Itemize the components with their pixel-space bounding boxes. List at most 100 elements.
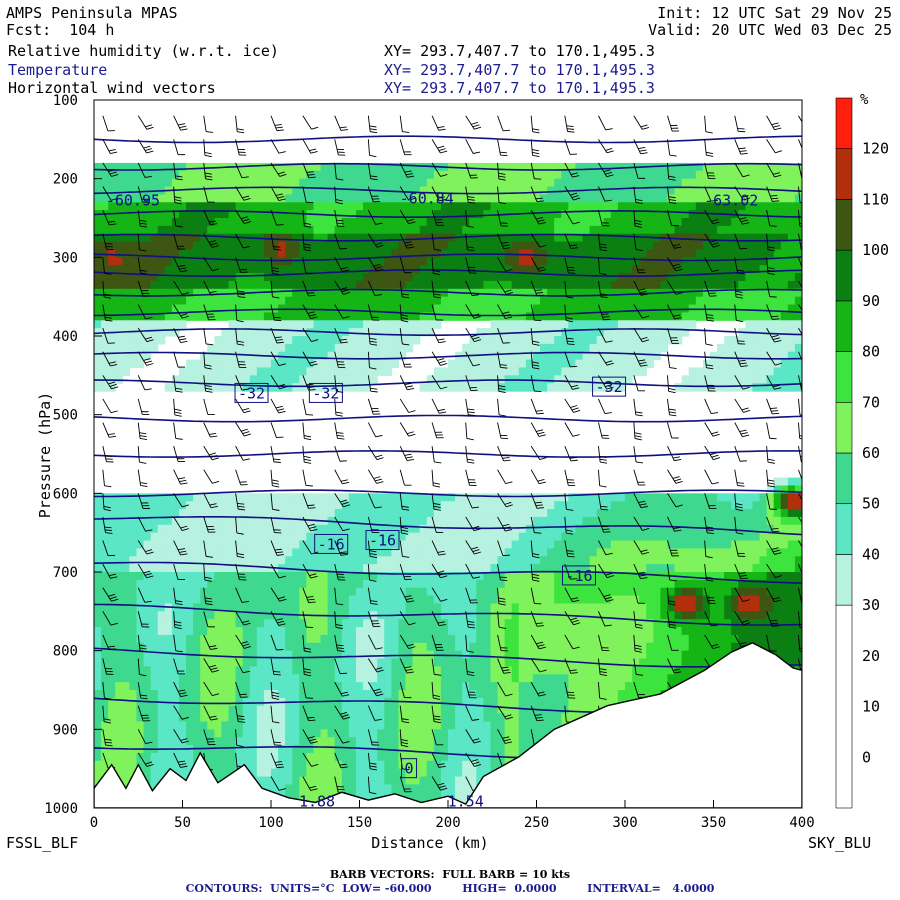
rh-cell: [299, 776, 307, 785]
rh-cell: [497, 178, 506, 188]
rh-cell: [532, 540, 541, 549]
rh-cell: [178, 524, 187, 534]
rh-cell: [561, 162, 569, 172]
rh-cell: [469, 509, 477, 518]
rh-cell: [440, 642, 449, 652]
rh-cell: [603, 579, 612, 589]
rh-cell: [108, 682, 116, 691]
rh-cell: [433, 705, 442, 715]
rh-cell: [568, 304, 577, 313]
rh-cell: [575, 556, 584, 565]
rh-cell: [596, 367, 605, 376]
rh-cell: [327, 359, 336, 369]
rh-cell: [504, 524, 513, 534]
rh-cell: [532, 587, 541, 597]
rh-cell: [433, 540, 442, 549]
rh-cell: [384, 674, 392, 683]
rh-cell: [101, 627, 109, 636]
rh-cell: [334, 705, 343, 715]
rh-cell: [448, 564, 456, 573]
rh-cell: [582, 336, 591, 345]
rh-cell: [256, 202, 265, 211]
rh-cell: [143, 690, 152, 699]
rh-cell: [178, 579, 187, 589]
rh-cell: [193, 359, 201, 369]
rh-cell: [200, 548, 208, 557]
rh-cell: [122, 249, 130, 258]
rh-cell: [433, 713, 442, 723]
rh-cell: [228, 328, 237, 337]
rh-cell: [164, 650, 173, 660]
rh-cell: [532, 721, 541, 730]
rh-cell: [200, 516, 208, 526]
rh-cell: [278, 320, 286, 329]
rh-cell: [193, 729, 201, 738]
rh-cell: [490, 627, 499, 636]
rh-cell: [164, 516, 173, 526]
rh-cell: [547, 194, 555, 203]
rh-cell: [348, 721, 357, 730]
rh-cell: [355, 540, 364, 549]
rh-cell: [214, 564, 223, 573]
rh-cell: [256, 579, 265, 589]
rh-cell: [490, 194, 499, 203]
rh-cell: [405, 257, 414, 266]
rh-cell: [511, 194, 520, 203]
rh-cell: [582, 697, 591, 707]
rh-cell: [540, 383, 548, 392]
rh-cell: [384, 194, 392, 203]
rh-cell: [596, 280, 605, 290]
rh-cell: [384, 603, 392, 612]
rh-cell: [207, 619, 215, 628]
rh-cell: [483, 548, 492, 557]
rh-cell: [228, 642, 237, 652]
rh-cell: [547, 383, 555, 392]
rh-cell: [299, 768, 307, 778]
rh-cell: [419, 548, 428, 557]
rh-cell: [320, 603, 329, 612]
rh-cell: [348, 619, 357, 628]
rh-cell: [320, 336, 329, 345]
rh-cell: [263, 690, 272, 699]
rh-cell: [150, 658, 159, 667]
rh-cell: [419, 170, 428, 180]
rh-cell: [292, 273, 300, 282]
rh-cell: [455, 241, 463, 251]
rh-cell: [448, 367, 456, 376]
rh-cell: [129, 288, 138, 298]
rh-cell: [207, 650, 215, 660]
rh-cell: [94, 218, 102, 227]
rh-cell: [285, 328, 293, 337]
rh-cell: [278, 729, 286, 738]
rh-cell: [469, 784, 477, 793]
rh-cell: [412, 257, 421, 266]
rh-cell: [455, 729, 463, 738]
rh-cell: [455, 745, 463, 754]
rh-cell: [568, 564, 577, 573]
rh-cell: [547, 304, 555, 313]
rh-cell: [306, 202, 315, 211]
rh-cell: [525, 359, 534, 369]
rh-cell: [511, 556, 520, 565]
rh-cell: [101, 202, 109, 211]
rh-cell: [214, 233, 223, 243]
rh-cell: [398, 666, 407, 675]
rh-cell: [582, 548, 591, 557]
rh-cell: [164, 170, 173, 180]
rh-cell: [143, 493, 152, 502]
rh-cell: [143, 162, 152, 172]
rh-cell: [129, 493, 138, 502]
rh-cell: [136, 634, 145, 644]
rh-cell: [327, 603, 336, 612]
rh-cell: [426, 210, 435, 219]
rh-cell: [306, 328, 315, 337]
rh-cell: [249, 721, 258, 730]
rh-cell: [518, 312, 527, 321]
rh-cell: [448, 768, 456, 778]
rh-cell: [603, 650, 612, 660]
rh-cell: [193, 705, 201, 715]
rh-cell: [228, 548, 237, 557]
rh-cell: [249, 194, 258, 203]
rh-cell: [320, 705, 329, 715]
rh-cell: [122, 265, 130, 274]
